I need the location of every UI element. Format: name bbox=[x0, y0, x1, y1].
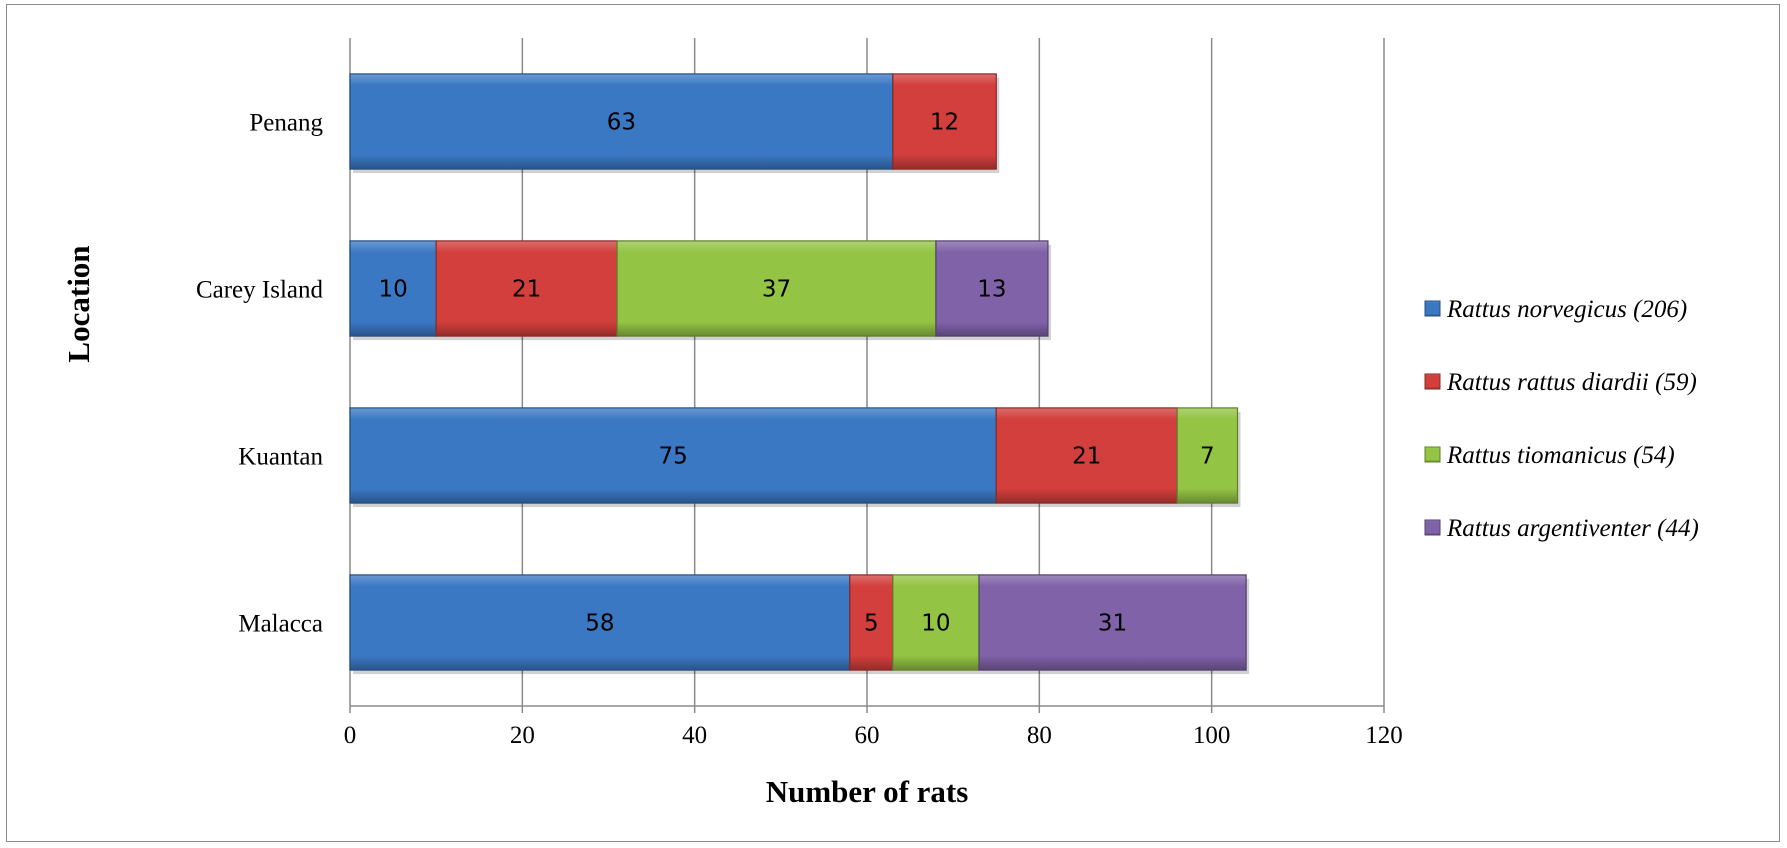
legend: Rattus norvegicus (206) Rattus rattus dia… bbox=[1424, 296, 1699, 542]
bars: 58 5 10 31 75 21 7 10 21 37 13 63 12 bbox=[349, 73, 1250, 675]
legend-label: Rattus tiomanicus (54) bbox=[1446, 442, 1675, 469]
bar-segment bbox=[349, 240, 437, 337]
data-label: 21 bbox=[512, 277, 541, 303]
data-label: 58 bbox=[585, 611, 614, 637]
data-label: 63 bbox=[607, 110, 636, 136]
x-axis-title: Number of rats bbox=[766, 774, 969, 809]
bar-segment bbox=[349, 407, 997, 504]
data-label: 31 bbox=[1098, 611, 1127, 637]
bar-segment bbox=[849, 574, 894, 671]
y-axis-title: Location bbox=[61, 245, 96, 362]
category-label: Malacca bbox=[238, 611, 323, 638]
category-label: Penang bbox=[249, 110, 323, 137]
x-tick-label: 40 bbox=[682, 722, 707, 749]
x-tick-label: 80 bbox=[1027, 722, 1052, 749]
data-label: 10 bbox=[378, 277, 407, 303]
data-label: 75 bbox=[658, 444, 687, 470]
data-label: 21 bbox=[1072, 444, 1101, 470]
bar-segment bbox=[892, 574, 980, 671]
x-tick-label: 100 bbox=[1193, 722, 1231, 749]
data-label: 7 bbox=[1200, 444, 1215, 470]
category-label: Carey Island bbox=[196, 277, 324, 304]
bar-segment bbox=[616, 240, 937, 337]
bar-segment bbox=[349, 574, 851, 671]
data-label: 13 bbox=[977, 277, 1006, 303]
bar-segment bbox=[349, 73, 894, 170]
x-tick-label: 60 bbox=[855, 722, 880, 749]
bar-segment bbox=[935, 240, 1049, 337]
bar-segment bbox=[995, 407, 1178, 504]
legend-swatch bbox=[1424, 519, 1441, 536]
legend-swatch bbox=[1424, 300, 1441, 317]
x-tick-label: 20 bbox=[510, 722, 535, 749]
category-label: Kuantan bbox=[238, 444, 323, 471]
legend-label: Rattus rattus diardii (59) bbox=[1446, 369, 1697, 396]
legend-swatch bbox=[1424, 373, 1441, 390]
legend-swatch bbox=[1424, 446, 1441, 463]
legend-label: Rattus argentiventer (44) bbox=[1446, 515, 1699, 542]
data-label: 5 bbox=[864, 611, 879, 637]
bar-segment bbox=[892, 73, 997, 170]
legend-label: Rattus norvegicus (206) bbox=[1446, 296, 1687, 323]
x-tick-label: 120 bbox=[1365, 722, 1403, 749]
axes: 0 20 40 60 80 100 120 Malacca Kuantan Carey Islan… bbox=[196, 110, 1403, 750]
bar-segment bbox=[1176, 407, 1239, 504]
bar-segment bbox=[435, 240, 618, 337]
bar-segment bbox=[978, 574, 1247, 671]
data-label: 37 bbox=[762, 277, 791, 303]
x-tick-label: 0 bbox=[344, 722, 357, 749]
data-label: 12 bbox=[930, 110, 959, 136]
data-label: 10 bbox=[921, 611, 950, 637]
